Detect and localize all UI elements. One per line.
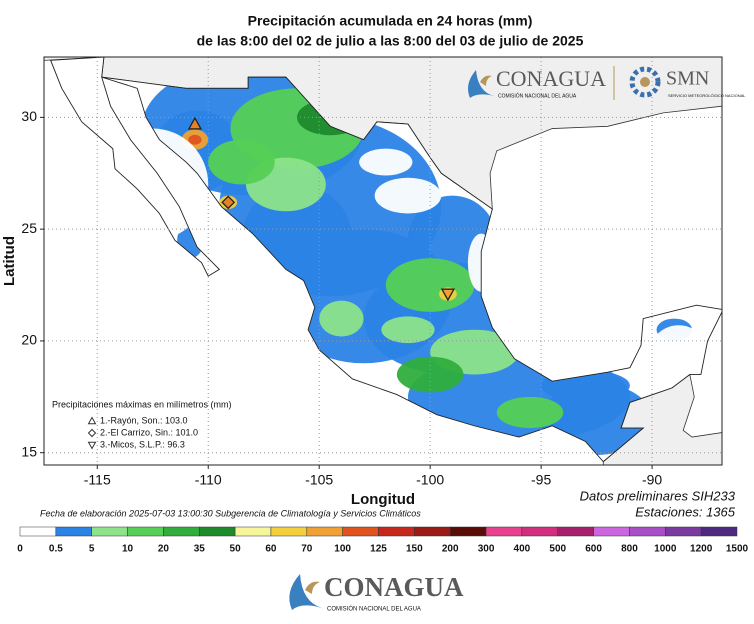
rain-area xyxy=(396,356,464,393)
station-marker xyxy=(187,116,203,130)
colorbar-segment xyxy=(449,526,487,537)
colorbar-label: 200 xyxy=(442,544,459,555)
colorbar-segment xyxy=(414,526,451,537)
colorbar-segment xyxy=(55,526,92,537)
colorbar-label: 0 xyxy=(17,544,23,555)
colorbar-label: 1000 xyxy=(654,544,677,555)
colorbar-segment xyxy=(270,526,308,537)
colorbar-label: 60 xyxy=(265,544,277,555)
colorbar-segment xyxy=(199,526,236,537)
colorbar-segment xyxy=(521,526,559,537)
y-tick-label: 25 xyxy=(21,220,37,236)
colorbar-label: 50 xyxy=(230,544,242,555)
colorbar: 0 0.5 5 10 20 35 50 60 70 100 125 150 200 300 400 500 60… xyxy=(17,526,749,555)
rain-area xyxy=(208,139,275,185)
legend-label: 2.-El Carrizo, Sin.: 101.0 xyxy=(100,427,198,437)
logo-conagua: CONAGUA COMISIÓN NACIONAL DEL AGUA SMN S… xyxy=(468,66,746,100)
colorbar-label: 100 xyxy=(334,544,351,555)
colorbar-segment xyxy=(485,526,523,537)
colorbar-label: 800 xyxy=(621,544,638,555)
mexico-border xyxy=(101,76,722,463)
rain-area xyxy=(319,300,364,337)
colorbar-label: 125 xyxy=(370,544,387,555)
legend-marker xyxy=(87,428,97,438)
baja-border xyxy=(50,57,221,277)
colorbar-label: 5 xyxy=(89,544,95,555)
station-marker xyxy=(440,288,456,302)
rain-area xyxy=(496,396,564,429)
colorbar-segment xyxy=(163,526,200,537)
colorbar-label: 70 xyxy=(301,544,313,555)
colorbar-label: 400 xyxy=(514,544,531,555)
colorbar-segment xyxy=(19,526,57,537)
legend-label: 3.-Micos, S.L.P.: 96.3 xyxy=(100,439,185,449)
colorbar-segment xyxy=(234,526,272,537)
x-tick-label: -110 xyxy=(195,472,222,488)
logo-text: CONAGUA xyxy=(496,66,606,91)
rain-area xyxy=(381,316,435,344)
colorbar-segment xyxy=(91,526,128,537)
y-tick-label: 20 xyxy=(21,332,37,348)
logo-text: CONAGUA xyxy=(324,572,464,602)
colorbar-label: 35 xyxy=(194,544,206,555)
colorbar-segment xyxy=(127,526,164,537)
logo-subtext: SERVICIO METEOROLÓGICO NACIONAL xyxy=(668,93,746,98)
colorbar-segment xyxy=(378,526,415,537)
title: Precipitación acumulada en 24 horas (mm) xyxy=(248,13,533,29)
colorbar-label: 1500 xyxy=(726,544,749,555)
colorbar-label: 0.5 xyxy=(49,544,63,555)
logo-subtext: COMISIÓN NACIONAL DEL AGUA xyxy=(327,606,421,613)
colorbar-label: 500 xyxy=(549,544,566,555)
x-tick-label: -115 xyxy=(84,472,111,488)
y-tick-label: 30 xyxy=(21,108,37,124)
colorbar-segment xyxy=(665,526,702,537)
maxima-title: Precipitaciones máximas en milímetros (m… xyxy=(52,399,232,409)
y-tick-label: 15 xyxy=(21,443,37,459)
y-axis-title: Latitud xyxy=(1,236,18,286)
footer-stations: Estaciones: 1365 xyxy=(635,504,736,519)
colorbar-segment xyxy=(700,526,738,537)
footer-created: Fecha de elaboración 2025-07-03 13:00:30… xyxy=(40,508,421,518)
logo-text: SMN xyxy=(666,68,709,90)
legend-marker xyxy=(87,441,97,450)
x-tick-label: -95 xyxy=(531,472,551,488)
x-axis-title: Longitud xyxy=(351,491,415,508)
colorbar-label: 300 xyxy=(478,544,495,555)
map-frame xyxy=(43,56,723,466)
subtitle: de las 8:00 del 02 de julio a las 8:00 d… xyxy=(197,33,584,49)
rain-area xyxy=(359,148,413,176)
rain-area xyxy=(374,177,442,214)
colorbar-label: 20 xyxy=(158,544,170,555)
x-tick-label: -100 xyxy=(416,472,444,488)
colorbar-label: 1200 xyxy=(690,544,713,555)
colorbar-label: 600 xyxy=(585,544,602,555)
legend-label: 1.-Rayón, Son.: 103.0 xyxy=(100,415,188,425)
colorbar-label: 150 xyxy=(406,544,423,555)
colorbar-label: 10 xyxy=(122,544,134,555)
footer-source: Datos preliminares SIH233 xyxy=(580,488,736,503)
bottom-logo: CONAGUA COMISIÓN NACIONAL DEL AGUA xyxy=(289,572,464,613)
rain-area xyxy=(649,325,708,379)
colorbar-segment xyxy=(593,526,630,537)
rain-area xyxy=(188,134,202,145)
colorbar-segment xyxy=(629,526,666,537)
legend-marker xyxy=(87,416,97,425)
colorbar-segment xyxy=(306,526,343,537)
x-tick-label: -105 xyxy=(305,472,333,488)
colorbar-segment xyxy=(342,526,379,537)
station-marker xyxy=(221,195,236,210)
colorbar-segment xyxy=(557,526,594,537)
x-tick-label: -90 xyxy=(642,472,662,488)
maxima-legend: 1.-Rayón, Son.: 103.0 2.-El Carrizo, Sin.… xyxy=(87,415,198,450)
logo-subtext: COMISIÓN NACIONAL DEL AGUA xyxy=(498,92,577,99)
